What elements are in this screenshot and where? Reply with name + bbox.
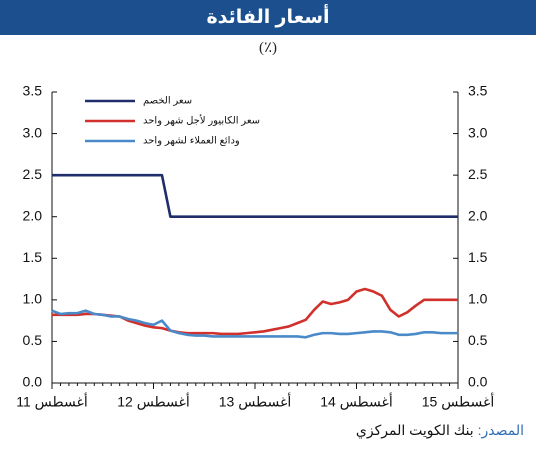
y2-tick-label: 3.5 — [468, 83, 488, 99]
x-tick-label: أغسطس 13 — [219, 393, 292, 411]
series-line — [52, 287, 458, 336]
y2-tick-label: 2.5 — [468, 166, 488, 182]
source-label: المصدر: — [477, 422, 524, 438]
legend-label: سعر الخصم — [143, 96, 192, 107]
legend-label: سعر الكابيور لأجل شهر واحد — [143, 114, 260, 127]
y2-tick-label: 1.5 — [468, 249, 488, 265]
y-tick-label: 2.0 — [23, 207, 43, 223]
y-tick-label: 1.5 — [23, 249, 43, 265]
y-tick-label: 3.5 — [23, 83, 43, 99]
y-tick-label: 0.5 — [23, 332, 43, 348]
y2-tick-label: 0.0 — [468, 374, 488, 390]
y2-tick-label: 0.5 — [468, 332, 488, 348]
chart-subtitle: (٪) — [258, 40, 278, 56]
series-line — [51, 309, 458, 339]
y-tick-label: 2.5 — [23, 166, 43, 182]
chart: 0.0 0.0 0.5 0.5 1.0 1.0 1.5 1.5 2.0 2.0 2.5 2.5 3.0 3… — [16, 83, 495, 411]
y2-tick-label: 1.0 — [468, 291, 488, 307]
series-line — [52, 173, 458, 219]
y2-tick-label: 3.0 — [468, 124, 488, 140]
y2-tick-label: 2.0 — [468, 207, 488, 223]
x-tick-label: أغسطس 15 — [422, 393, 495, 411]
y-tick-label: 1.0 — [23, 291, 43, 307]
y-tick-label: 0.0 — [23, 374, 43, 390]
y-tick-label: 3.0 — [23, 124, 43, 140]
x-tick-label: أغسطس 12 — [117, 393, 190, 411]
source: المصدر: بنك الكويت المركزي — [356, 422, 524, 439]
chart-title: أسعار الفائدة — [0, 0, 536, 35]
source-text: بنك الكويت المركزي — [355, 422, 478, 438]
x-tick-label: أغسطس 11 — [16, 393, 88, 411]
x-tick-label: أغسطس 14 — [320, 393, 393, 411]
legend-label: ودائع العملاء لشهر واحد — [143, 136, 240, 147]
